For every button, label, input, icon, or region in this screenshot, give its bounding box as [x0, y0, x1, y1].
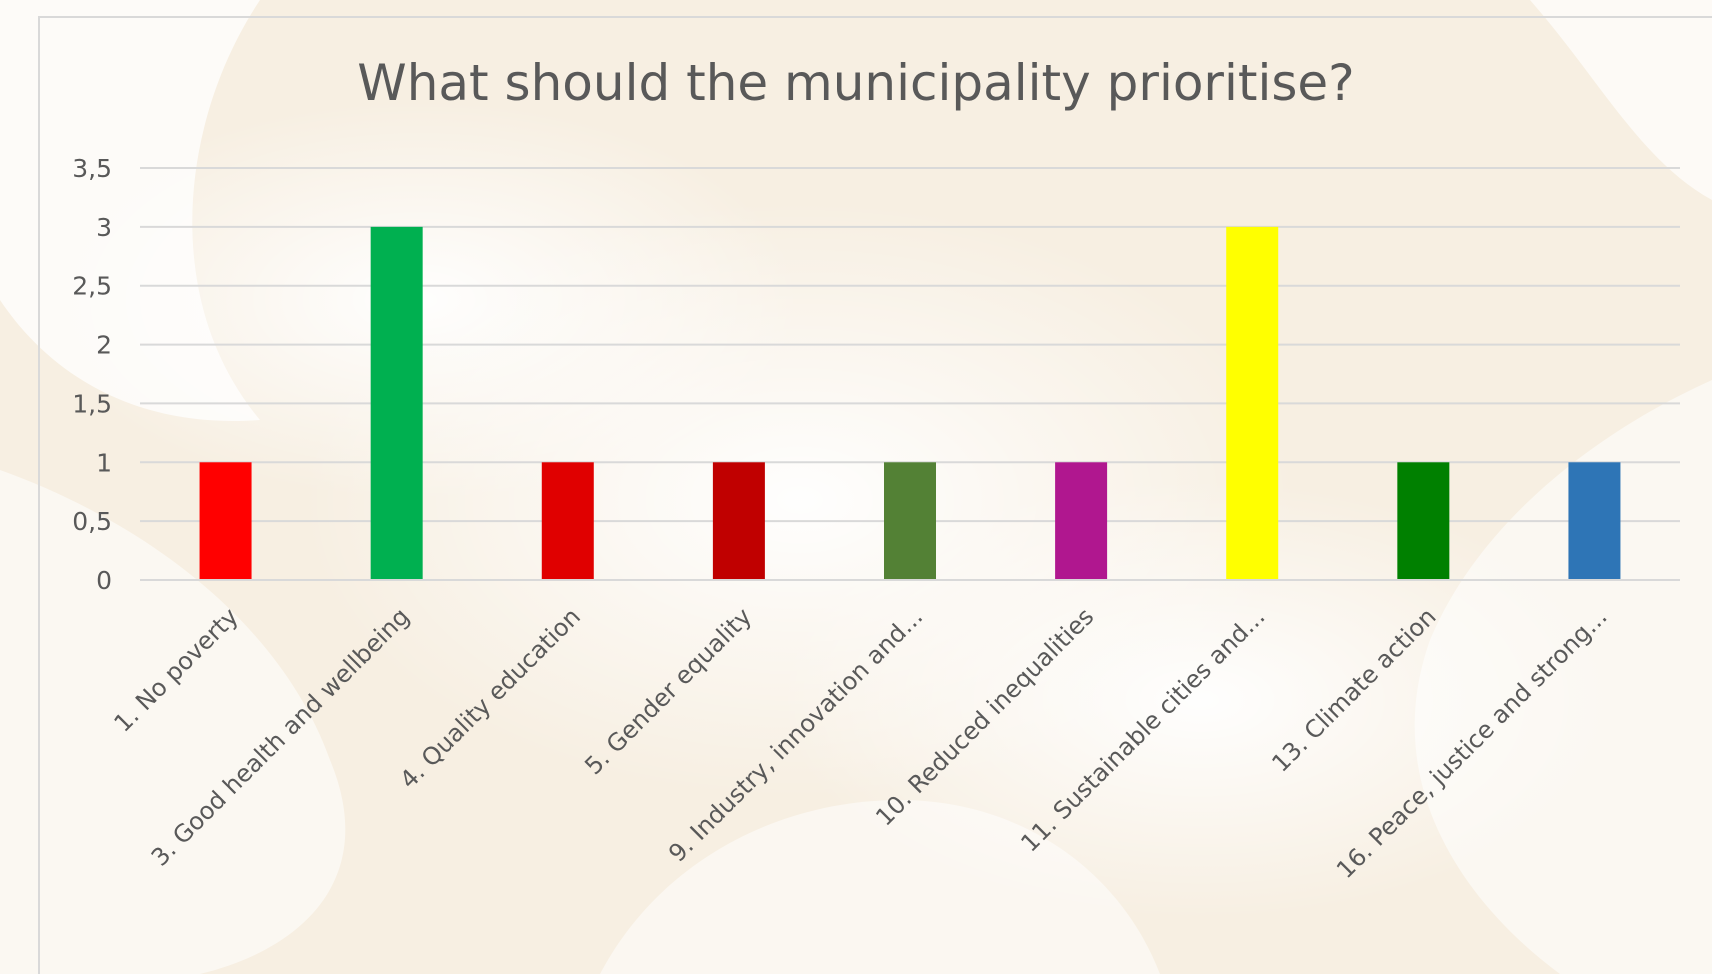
bar: [1226, 226, 1279, 580]
y-axis-tick-labels: 0 0,5 1 1,5 2 2,5 3 3,5: [72, 154, 112, 595]
bar: [884, 462, 936, 580]
bar: [199, 462, 252, 580]
x-category-label: 16. Peace, justice and strong...: [1331, 602, 1613, 884]
bars: [199, 226, 1621, 580]
x-category-label: 5. Gender equality: [579, 602, 757, 780]
bar: [712, 462, 765, 580]
bar: [541, 462, 594, 580]
y-tick-label: 2,5: [72, 272, 112, 301]
bar: [1568, 462, 1621, 580]
x-category-label: 1. No poverty: [109, 602, 244, 737]
chart-title: What should the municipality prioritise?: [357, 54, 1355, 112]
y-tick-label: 2: [96, 331, 112, 360]
x-category-label: 4. Quality education: [394, 602, 586, 794]
bar: [1055, 462, 1108, 580]
y-tick-label: 3,5: [72, 154, 112, 183]
x-category-label: 13. Climate action: [1266, 602, 1441, 777]
bar: [370, 226, 423, 580]
y-tick-label: 0: [96, 566, 112, 595]
bar: [1397, 462, 1450, 580]
y-tick-label: 3: [96, 213, 112, 242]
y-tick-label: 1,5: [72, 389, 112, 418]
chart-area: [38, 16, 1712, 974]
y-tick-label: 1: [96, 448, 112, 477]
y-tick-label: 0,5: [72, 507, 112, 536]
